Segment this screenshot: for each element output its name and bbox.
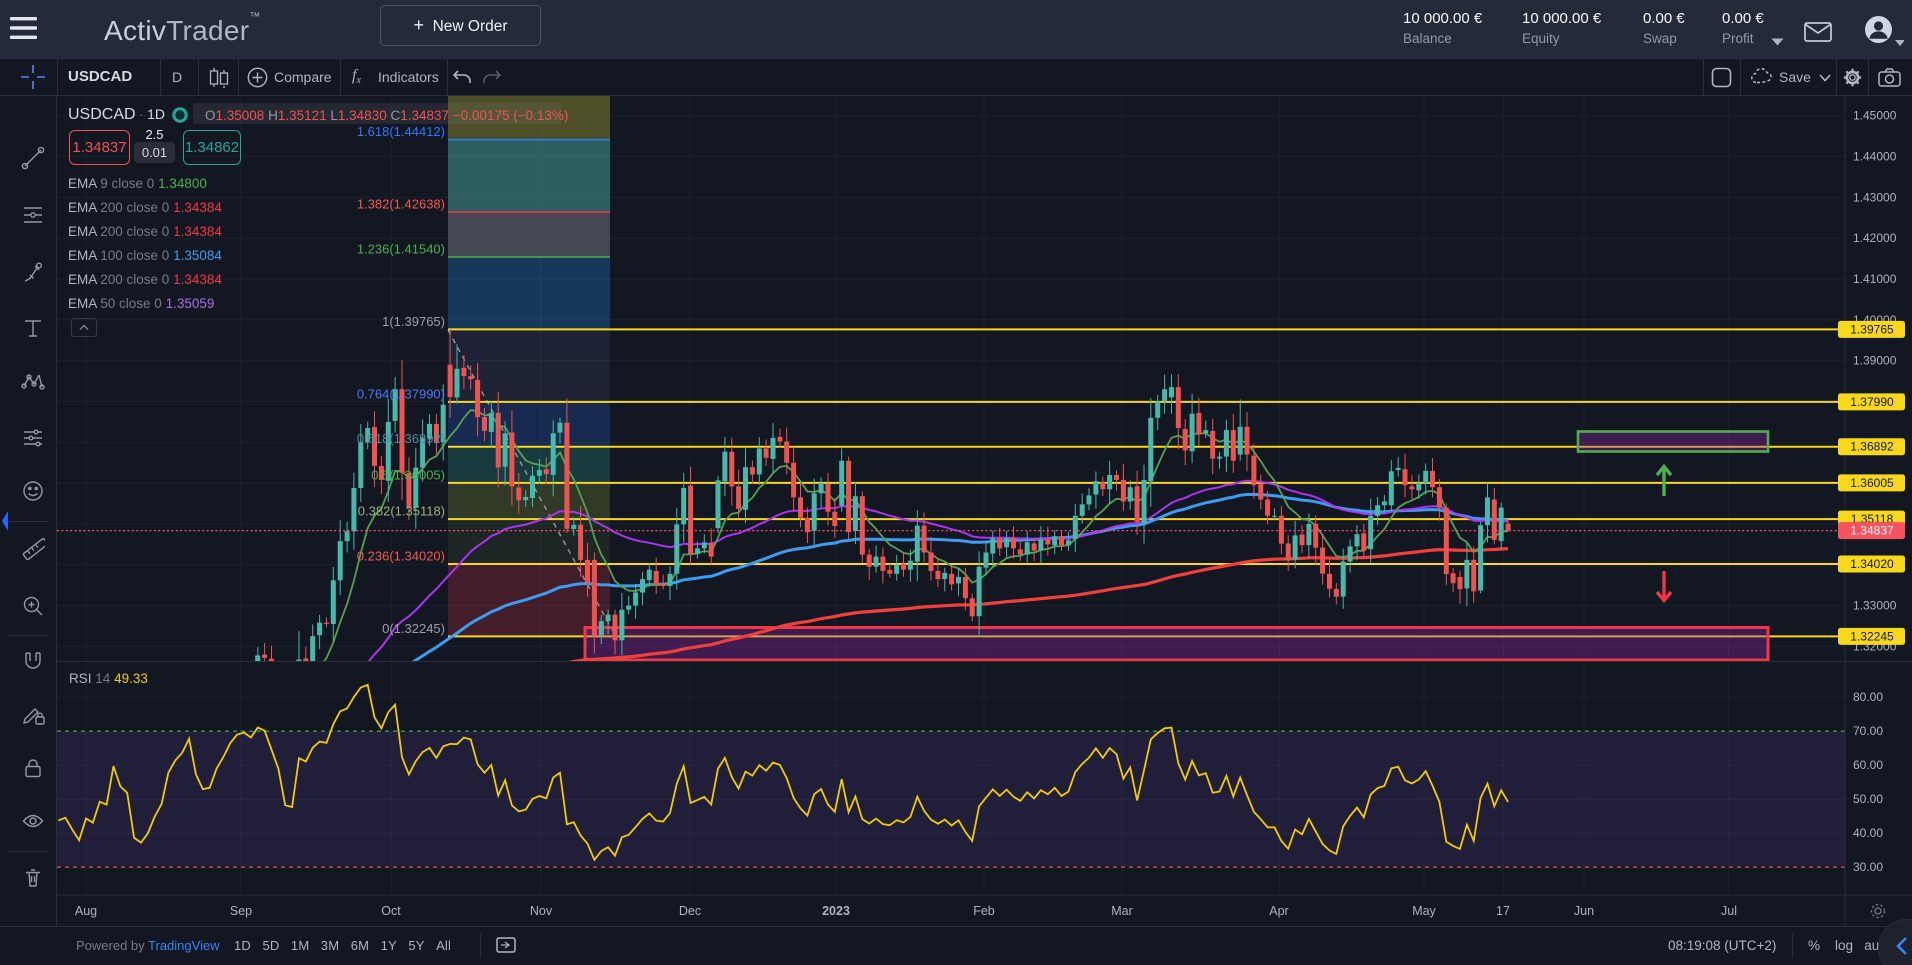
svg-text:1.36892: 1.36892 <box>1850 440 1894 454</box>
svg-text:Nov: Nov <box>530 904 553 918</box>
svg-text:1.618(1.44412): 1.618(1.44412) <box>357 124 445 139</box>
svg-text:Apr: Apr <box>1269 904 1288 918</box>
svg-text:40.00: 40.00 <box>1853 826 1883 840</box>
svg-text:0.618(1.36892): 0.618(1.36892) <box>357 431 445 446</box>
svg-text:May: May <box>1412 904 1436 918</box>
svg-text:1.382(1.42638): 1.382(1.42638) <box>357 197 445 212</box>
svg-text:1.37990: 1.37990 <box>1850 395 1894 409</box>
svg-text:30.00: 30.00 <box>1853 860 1883 874</box>
svg-text:0.764(1.37990): 0.764(1.37990) <box>357 386 445 401</box>
svg-text:Dec: Dec <box>679 904 701 918</box>
svg-text:60.00: 60.00 <box>1853 758 1883 772</box>
svg-text:Mar: Mar <box>1111 904 1133 918</box>
svg-text:1.236(1.41540): 1.236(1.41540) <box>357 242 445 257</box>
svg-text:1.42000: 1.42000 <box>1853 231 1897 245</box>
svg-text:0.236(1.34020): 0.236(1.34020) <box>357 549 445 564</box>
svg-text:Oct: Oct <box>381 904 401 918</box>
svg-text:1.43000: 1.43000 <box>1853 190 1897 204</box>
svg-text:1.34837: 1.34837 <box>1850 524 1894 538</box>
svg-text:1.44000: 1.44000 <box>1853 150 1897 164</box>
svg-text:1.36005: 1.36005 <box>1850 476 1894 490</box>
svg-text:0.382(1.35118): 0.382(1.35118) <box>358 504 445 519</box>
svg-text:Jun: Jun <box>1574 904 1594 918</box>
svg-text:70.00: 70.00 <box>1853 724 1883 738</box>
svg-text:0(1.32245): 0(1.32245) <box>382 621 445 636</box>
svg-text:1.41000: 1.41000 <box>1853 272 1897 286</box>
svg-text:1.33000: 1.33000 <box>1853 599 1897 613</box>
svg-text:80.00: 80.00 <box>1853 690 1883 704</box>
svg-text:17: 17 <box>1496 904 1510 918</box>
svg-text:1.32245: 1.32245 <box>1850 629 1894 643</box>
svg-text:50.00: 50.00 <box>1853 792 1883 806</box>
svg-text:Sep: Sep <box>230 904 252 918</box>
svg-text:1.39765: 1.39765 <box>1850 322 1894 336</box>
svg-text:1.39000: 1.39000 <box>1853 354 1897 368</box>
svg-text:1(1.39765): 1(1.39765) <box>382 314 445 329</box>
svg-text:Feb: Feb <box>973 904 995 918</box>
svg-text:1.45000: 1.45000 <box>1853 109 1897 123</box>
svg-text:1.34020: 1.34020 <box>1850 557 1894 571</box>
svg-text:Aug: Aug <box>75 904 97 918</box>
svg-text:2023: 2023 <box>822 904 850 918</box>
svg-text:0.5(1.36005): 0.5(1.36005) <box>371 467 445 482</box>
svg-text:Jul: Jul <box>1721 904 1737 918</box>
